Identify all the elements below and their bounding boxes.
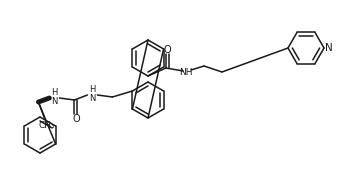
Text: NH: NH bbox=[179, 67, 193, 76]
Text: O: O bbox=[72, 114, 80, 124]
Text: CH₃: CH₃ bbox=[38, 120, 55, 129]
Text: O: O bbox=[164, 45, 171, 55]
Text: H
N: H N bbox=[51, 88, 58, 106]
Text: H
N: H N bbox=[89, 85, 95, 103]
Text: N: N bbox=[325, 43, 333, 53]
